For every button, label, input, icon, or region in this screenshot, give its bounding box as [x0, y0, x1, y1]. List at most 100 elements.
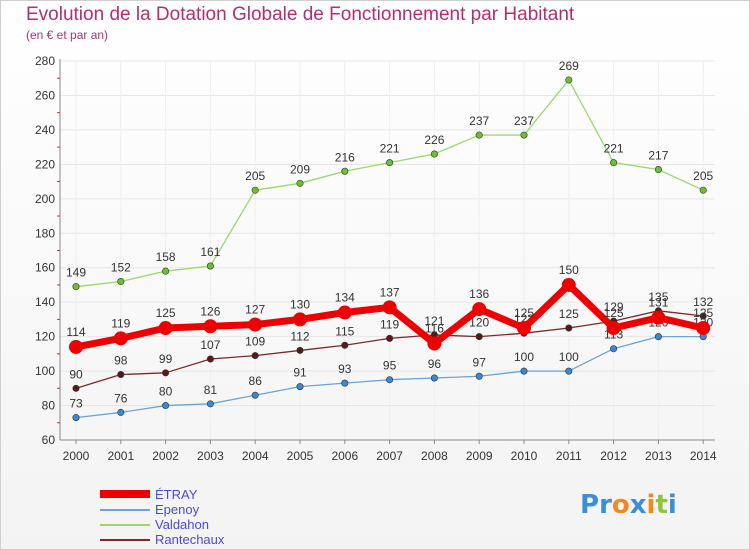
data-point--tray	[293, 312, 307, 327]
logo-letter: P	[580, 490, 600, 520]
data-point--tray	[606, 321, 621, 336]
logo-letter: t	[655, 490, 668, 520]
data-point--tray	[113, 331, 128, 346]
data-point--tray	[561, 277, 576, 292]
data-label-epenoy: 81	[204, 383, 218, 397]
data-point-epenoy	[72, 414, 80, 422]
x-tick-label: 2004	[242, 449, 269, 463]
data-point--tray	[337, 305, 352, 320]
data-label--tray: 119	[111, 316, 130, 330]
data-point-epenoy	[654, 333, 662, 341]
data-label-rantechaux: 115	[335, 324, 354, 338]
x-tick-label: 2011	[556, 449, 582, 463]
data-point-valdahon	[341, 167, 349, 175]
y-tick-label: 240	[35, 123, 55, 137]
x-tick-label: 2003	[197, 449, 224, 463]
logo-letter: o	[611, 490, 630, 520]
data-label-valdahon: 269	[559, 59, 579, 73]
data-label-epenoy: 96	[428, 357, 442, 371]
data-label-epenoy: 97	[473, 355, 487, 369]
data-label--tray: 125	[156, 306, 176, 320]
x-tick-label: 2014	[690, 449, 717, 463]
data-point-epenoy	[117, 408, 125, 416]
data-label-epenoy: 93	[338, 362, 352, 376]
logo-letter: i	[646, 490, 656, 520]
data-point-rantechaux	[162, 369, 170, 377]
data-point-valdahon	[520, 131, 528, 139]
data-point-epenoy	[430, 374, 438, 382]
data-label-rantechaux: 135	[648, 290, 668, 304]
data-label--tray: 131	[648, 296, 668, 310]
data-point-epenoy	[341, 379, 349, 387]
data-label-epenoy: 86	[249, 374, 263, 388]
data-point--tray	[696, 321, 711, 336]
y-tick-label: 260	[35, 88, 55, 102]
x-tick-label: 2010	[511, 449, 538, 463]
legend-swatch-valdahon	[100, 524, 150, 526]
data-label--tray: 116	[425, 322, 444, 336]
data-label-valdahon: 237	[469, 114, 489, 128]
data-point--tray	[69, 339, 83, 354]
data-point-epenoy	[386, 376, 394, 384]
y-tick-label: 120	[35, 330, 55, 344]
data-point-valdahon	[251, 186, 259, 194]
data-point-rantechaux	[565, 324, 573, 332]
data-point-valdahon	[654, 166, 662, 174]
data-label-rantechaux: 98	[114, 354, 128, 368]
data-point-epenoy	[251, 391, 259, 399]
data-point--tray	[382, 300, 397, 315]
y-tick-label: 80	[42, 399, 56, 413]
data-point-valdahon	[610, 159, 618, 167]
legend-label-valdahon: Valdahon	[155, 517, 209, 532]
data-point--tray	[517, 321, 531, 336]
data-label-rantechaux: 129	[604, 300, 624, 314]
y-tick-label: 100	[35, 364, 55, 378]
data-label--tray: 134	[335, 291, 355, 305]
data-point-rantechaux	[117, 371, 125, 379]
data-label-valdahon: 209	[290, 162, 310, 176]
data-label-valdahon: 217	[648, 149, 668, 163]
data-label-epenoy: 73	[69, 397, 83, 411]
data-point-valdahon	[430, 150, 438, 158]
x-tick-label: 2008	[421, 449, 448, 463]
data-point-rantechaux	[72, 384, 80, 392]
x-tick-label: 2002	[152, 449, 179, 463]
chart-subtitle: (en € et par an)	[26, 28, 109, 42]
data-label-valdahon: 152	[111, 261, 131, 275]
data-label--tray: 150	[559, 263, 579, 277]
data-point-epenoy	[296, 383, 304, 391]
x-tick-label: 2005	[287, 449, 314, 463]
data-label--tray: 127	[245, 303, 265, 317]
data-label--tray: 136	[469, 287, 489, 301]
data-label-epenoy: 100	[559, 350, 579, 364]
data-point-rantechaux	[341, 341, 349, 349]
data-label--tray: 114	[66, 325, 85, 339]
data-label-rantechaux: 120	[469, 316, 489, 330]
data-point-valdahon	[117, 278, 125, 286]
data-label-valdahon: 158	[156, 250, 176, 264]
y-tick-label: 280	[35, 54, 55, 68]
data-point-rantechaux	[206, 355, 214, 363]
data-point-epenoy	[565, 367, 573, 375]
y-tick-label: 60	[42, 433, 56, 447]
data-label-valdahon: 221	[604, 142, 624, 156]
x-tick-label: 2009	[466, 449, 493, 463]
data-point--tray	[427, 336, 442, 351]
data-label-valdahon: 237	[514, 114, 534, 128]
x-tick-label: 2000	[63, 449, 90, 463]
data-label-epenoy: 91	[293, 366, 307, 380]
data-label-epenoy: 80	[159, 385, 173, 399]
data-label-valdahon: 221	[380, 142, 400, 156]
y-tick-label: 200	[35, 192, 55, 206]
data-point-epenoy	[520, 367, 528, 375]
data-point-valdahon	[565, 76, 573, 84]
data-label-rantechaux: 109	[245, 335, 265, 349]
data-label-epenoy: 95	[383, 359, 397, 373]
data-label-rantechaux: 107	[200, 338, 220, 352]
logo-letter: x	[629, 490, 647, 520]
data-point-rantechaux	[251, 352, 259, 360]
chart-title: Evolution de la Dotation Globale de Fonc…	[26, 4, 575, 25]
x-tick-label: 2012	[600, 449, 627, 463]
